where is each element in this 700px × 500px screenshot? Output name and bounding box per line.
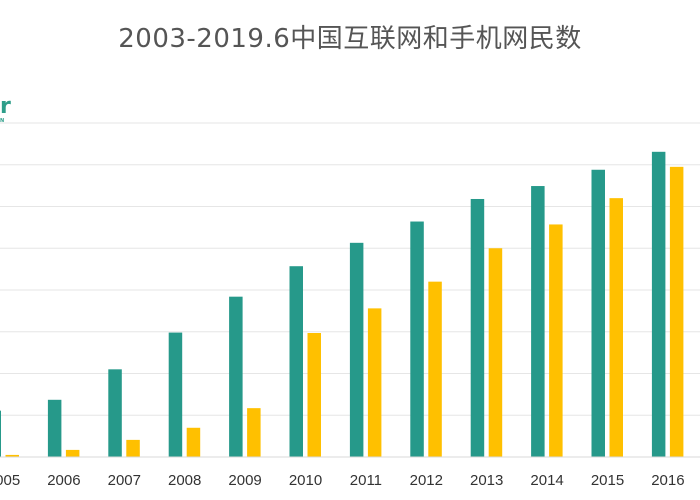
bar-1-2010 — [289, 266, 303, 457]
x-tick-label: 2006 — [47, 472, 80, 489]
x-tick-label: 2008 — [168, 472, 201, 489]
bar-2-2016 — [669, 166, 684, 457]
x-tick-label: 2010 — [289, 472, 322, 489]
x-tick-label: 2009 — [228, 472, 261, 489]
watermark-logo: r N — [0, 94, 14, 130]
bar-1-2013 — [470, 198, 485, 458]
x-tick-label: 2014 — [530, 472, 563, 489]
x-tick-label: 2012 — [410, 472, 443, 489]
chart-title: 2003-2019.6中国互联网和手机网民数 — [118, 24, 582, 54]
bar-1-2011 — [349, 242, 364, 457]
bar-1-2014 — [531, 186, 545, 458]
bar-1-2007 — [108, 369, 122, 457]
bar-2-2013 — [488, 248, 503, 457]
bar-2-2007 — [126, 439, 140, 457]
bar-1-2012 — [410, 221, 424, 457]
x-tick-label: 2011 — [350, 472, 382, 489]
x-tick-label: 2016 — [651, 472, 684, 489]
bar-2-2005 — [5, 454, 19, 457]
bar-2-2011 — [367, 308, 382, 457]
bar-1-2009 — [229, 296, 243, 457]
x-tick-label: 2005 — [0, 472, 20, 489]
logo-letter: r — [0, 94, 11, 119]
bar-2-2008 — [186, 427, 201, 457]
bar-1-2016 — [651, 151, 666, 457]
bar-1-2006 — [47, 399, 62, 457]
bar-2-2015 — [609, 198, 623, 457]
bar-1-2005 — [0, 410, 1, 457]
bar-2-2014 — [549, 224, 563, 457]
bar-2-2006 — [65, 449, 80, 457]
x-tick-labels: 2005 2006 2007 2008 2009 2010 2011 2012 2013 2014… — [0, 472, 685, 489]
x-tick-label: 2007 — [108, 472, 141, 489]
bar-2-2012 — [428, 281, 442, 457]
bar-2-2009 — [247, 408, 261, 457]
bar-1-2015 — [591, 169, 605, 457]
bars — [0, 151, 684, 458]
x-tick-label: 2013 — [470, 472, 503, 489]
bar-1-2008 — [168, 332, 183, 457]
logo-subtext: N — [0, 118, 5, 124]
x-tick-label: 2015 — [591, 472, 624, 489]
bar-2-2010 — [307, 333, 321, 457]
